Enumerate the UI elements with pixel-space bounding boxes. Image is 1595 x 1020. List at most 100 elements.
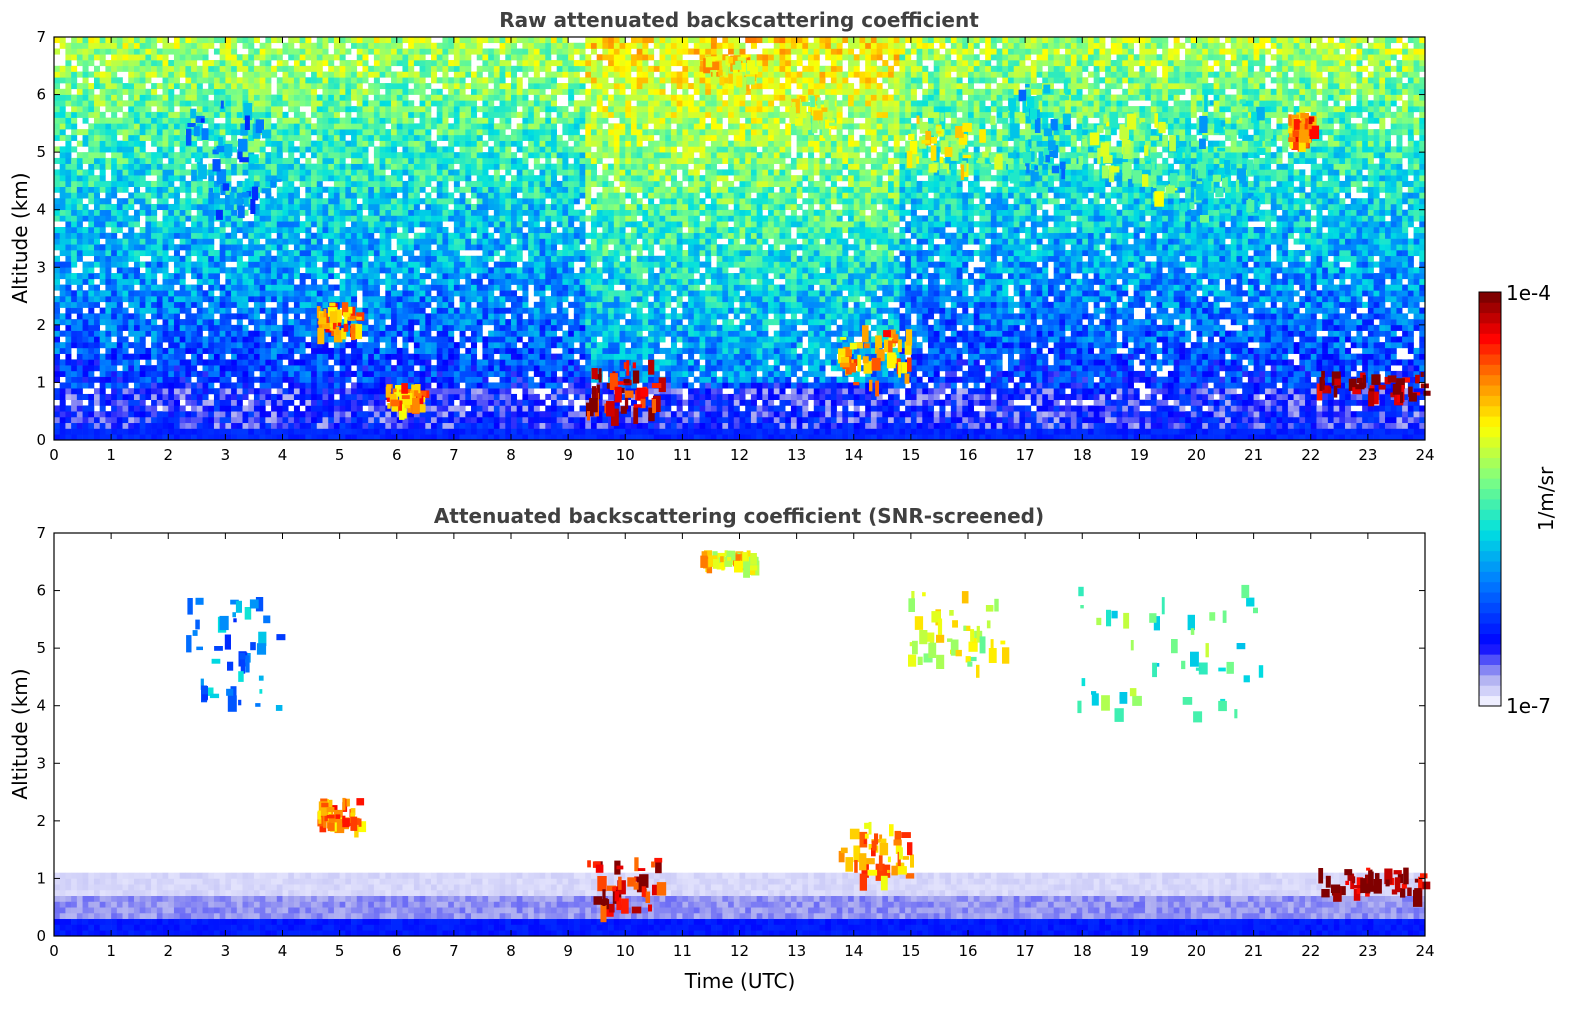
heatmap-cell — [533, 370, 540, 377]
heatmap-cell — [231, 342, 238, 349]
heatmap-cell — [1270, 342, 1277, 349]
heatmap-cell — [916, 376, 923, 383]
heatmap-cell — [128, 376, 135, 383]
heatmap-cell — [128, 405, 135, 412]
heatmap-cell — [653, 307, 660, 314]
heatmap-cell — [996, 416, 1003, 424]
heatmap-cell — [1059, 416, 1066, 424]
heatmap-cell — [882, 382, 889, 389]
heatmap-cell — [996, 411, 1003, 418]
heatmap-cell — [425, 365, 432, 372]
heatmap-cell — [442, 422, 449, 429]
heatmap-cell — [1173, 347, 1180, 354]
heatmap-cell — [425, 313, 432, 320]
heatmap-cell — [59, 313, 66, 320]
heatmap-cell — [745, 388, 752, 395]
heatmap-cell — [1070, 336, 1077, 343]
heatmap-cell — [728, 307, 735, 314]
heatmap-cell — [1299, 342, 1306, 349]
heatmap-cell — [985, 353, 992, 360]
heatmap-cell — [242, 330, 249, 337]
heatmap-cell — [1396, 405, 1403, 412]
heatmap-cell — [1002, 434, 1009, 441]
heatmap-cell — [351, 382, 358, 389]
heatmap-cell — [648, 347, 655, 354]
heatmap-cell — [682, 313, 689, 320]
heatmap-cell — [362, 324, 369, 331]
heatmap-cell — [1087, 336, 1094, 343]
heatmap-cell — [236, 370, 243, 377]
heatmap-cell — [528, 399, 535, 406]
heatmap-cell — [882, 307, 889, 314]
heatmap-cell — [1047, 336, 1054, 343]
heatmap-cell — [762, 342, 769, 349]
heatmap-cell — [1259, 434, 1266, 441]
heatmap-cell — [231, 428, 238, 435]
heatmap-cell — [1059, 434, 1066, 441]
heatmap-cell — [830, 319, 837, 326]
heatmap-cell — [1367, 376, 1374, 383]
heatmap-cell — [248, 313, 255, 320]
heatmap-cell — [248, 342, 255, 349]
heatmap-cell — [271, 411, 278, 418]
heatmap-cell — [590, 307, 597, 314]
heatmap-cell — [1007, 347, 1014, 354]
heatmap-cell — [82, 382, 89, 389]
heatmap-cell — [1402, 342, 1409, 349]
heatmap-cell — [813, 307, 820, 314]
heatmap-cell — [1087, 416, 1094, 424]
heatmap-cell — [773, 353, 780, 360]
heatmap-cell — [676, 353, 683, 360]
heatmap-cell — [1299, 399, 1306, 406]
heatmap-cell — [368, 365, 375, 372]
heatmap-cell — [511, 416, 518, 424]
heatmap-cell — [585, 422, 592, 429]
heatmap-cell — [1076, 319, 1083, 326]
heatmap-cell — [471, 347, 478, 354]
heatmap-cell — [391, 342, 398, 349]
heatmap-cell — [265, 324, 272, 331]
heatmap-cell — [670, 422, 677, 429]
heatmap-cell — [1293, 342, 1300, 349]
heatmap-cell — [648, 319, 655, 326]
heatmap-cell — [265, 388, 272, 395]
heatmap-cell — [156, 376, 163, 383]
heatmap-cell — [71, 411, 78, 418]
heatmap-cell — [693, 347, 700, 354]
heatmap-cell — [893, 422, 900, 429]
heatmap-cell — [539, 353, 546, 360]
heatmap-cell — [1390, 428, 1397, 435]
heatmap-cell — [1270, 359, 1277, 366]
heatmap-cell — [65, 416, 72, 424]
heatmap-cell — [1053, 399, 1060, 406]
heatmap-cell — [1207, 411, 1214, 418]
heatmap-cell — [550, 342, 557, 349]
heatmap-cell — [1059, 405, 1066, 412]
heatmap-cell — [905, 399, 912, 406]
heatmap-cell — [1065, 370, 1072, 377]
heatmap-cell — [1396, 324, 1403, 331]
heatmap-cell — [1156, 313, 1163, 320]
heatmap-cell — [1219, 330, 1226, 337]
heatmap-cell — [76, 324, 83, 331]
heatmap-cell — [225, 393, 232, 400]
heatmap-cell — [482, 411, 489, 418]
heatmap-cell — [408, 411, 415, 418]
heatmap-cell — [625, 416, 632, 424]
heatmap-cell — [756, 411, 763, 418]
heatmap-cell — [1013, 365, 1020, 372]
heatmap-cell — [985, 359, 992, 366]
heatmap-cell — [311, 376, 318, 383]
heatmap-cell — [619, 307, 626, 314]
heatmap-cell — [1007, 422, 1014, 429]
heatmap-cell — [825, 422, 832, 429]
heatmap-cell — [248, 353, 255, 360]
heatmap-cell — [185, 388, 192, 395]
heatmap-cell — [322, 428, 329, 435]
heatmap-cell — [408, 434, 415, 441]
heatmap-cell — [990, 365, 997, 372]
heatmap-cell — [1127, 422, 1134, 429]
heatmap-cell — [1373, 428, 1380, 435]
heatmap-cell — [733, 382, 740, 389]
heatmap-cell — [545, 416, 552, 424]
